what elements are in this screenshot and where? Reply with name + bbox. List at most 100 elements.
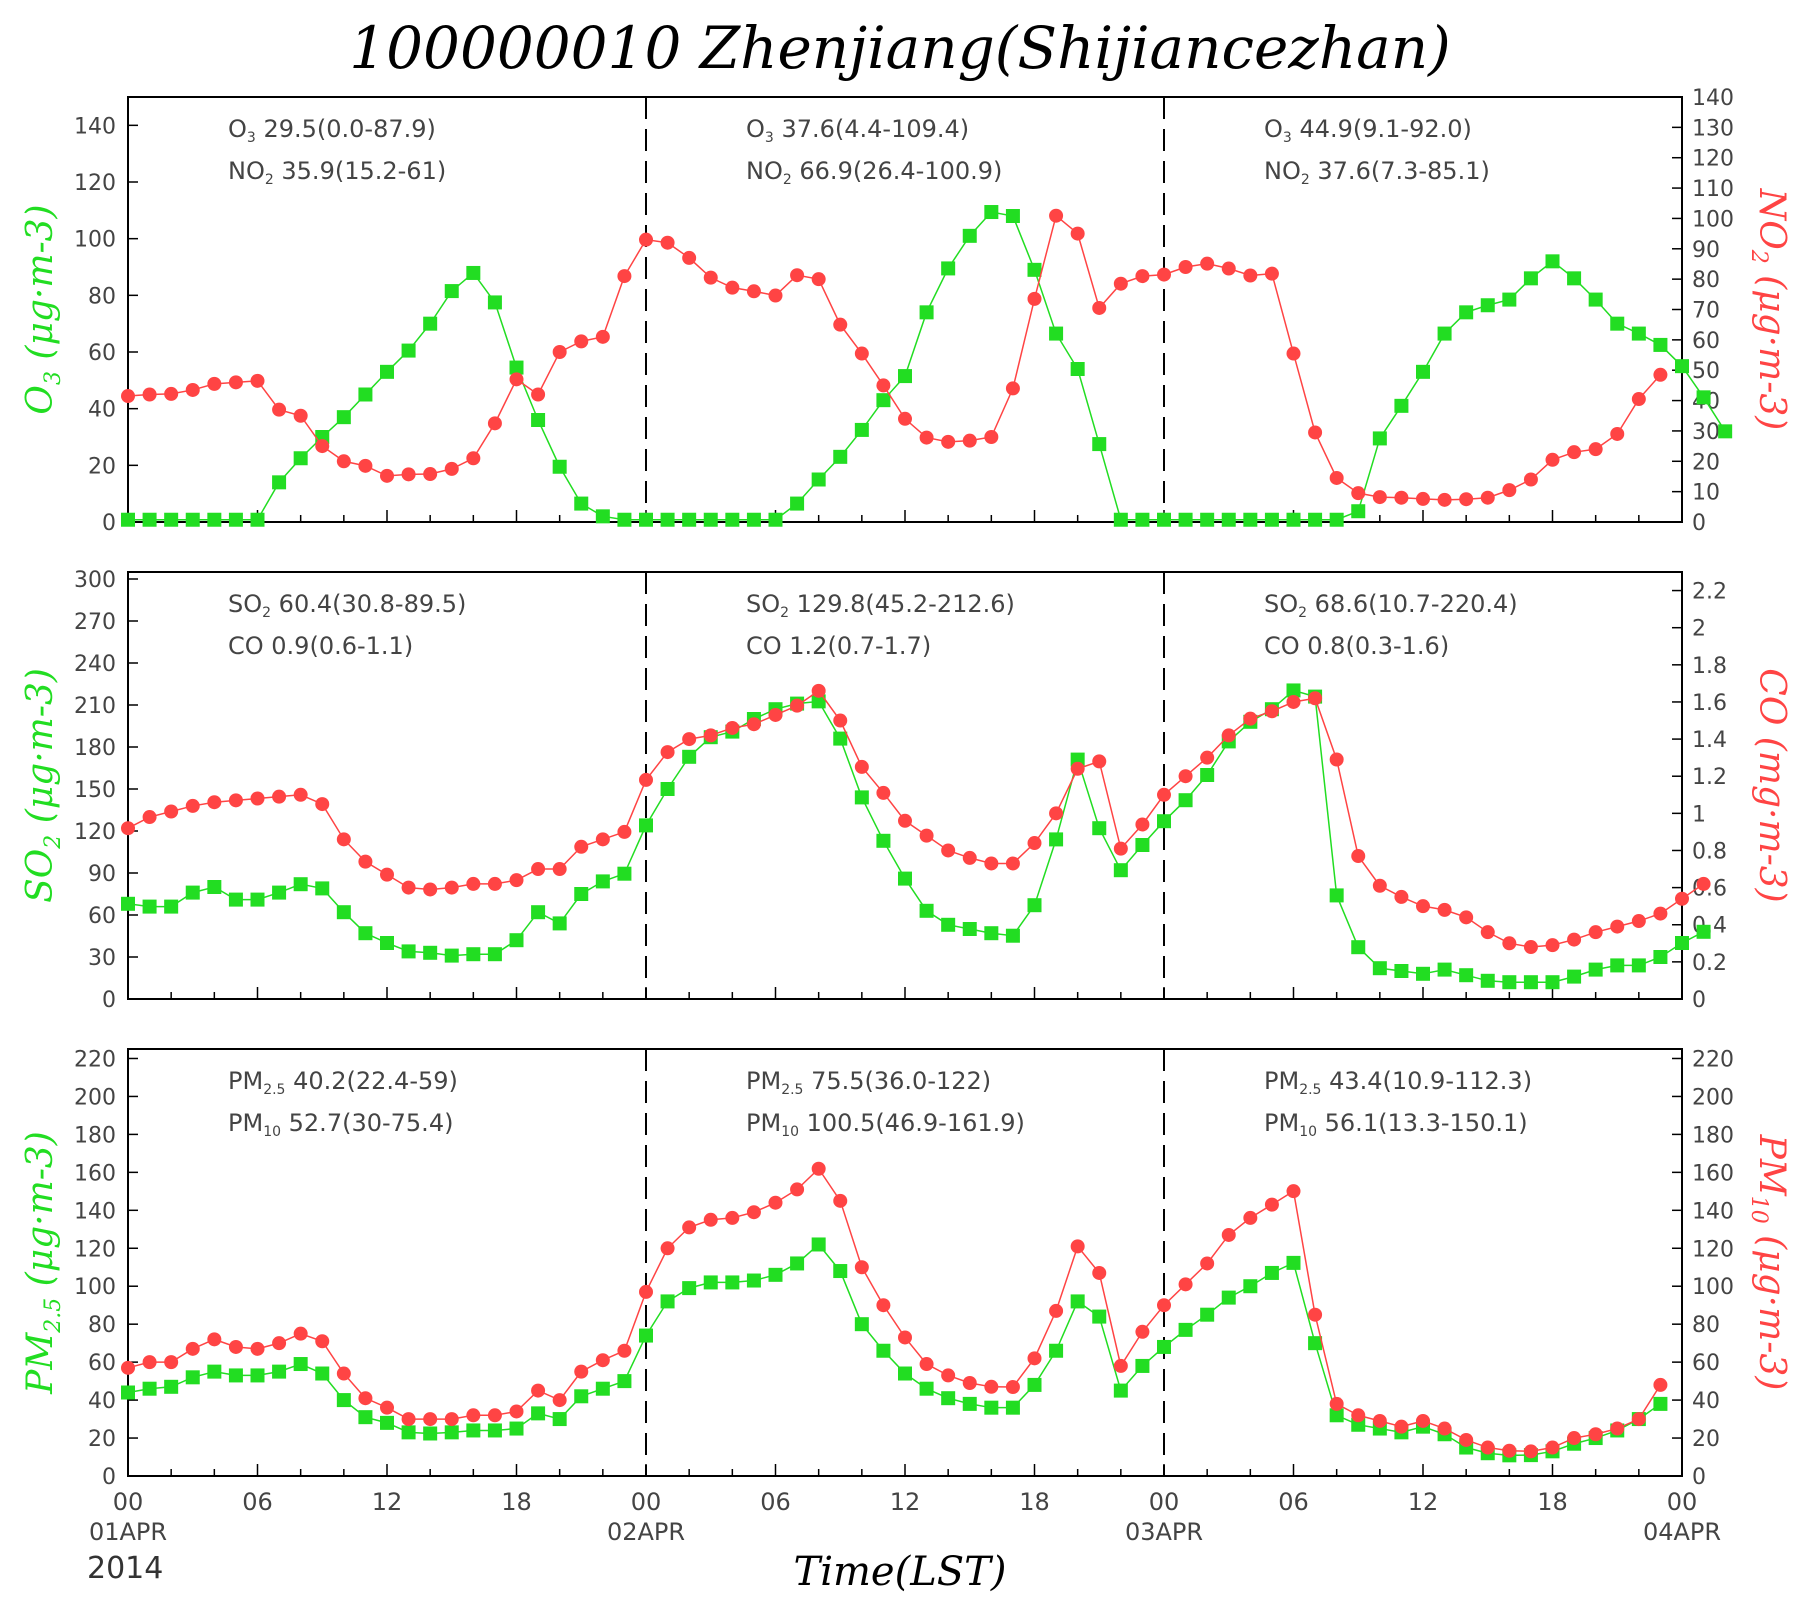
data-point-circle xyxy=(466,1408,481,1423)
data-point-circle xyxy=(466,451,481,466)
data-point-square xyxy=(1049,326,1064,341)
data-point-circle xyxy=(1027,836,1042,851)
data-point-square xyxy=(401,944,416,959)
data-point-circle xyxy=(1480,1440,1495,1455)
data-point-square xyxy=(121,896,135,911)
data-point-circle xyxy=(1049,208,1064,223)
data-point-circle xyxy=(509,873,524,888)
data-point-circle xyxy=(1200,750,1215,765)
data-point-circle xyxy=(487,416,502,431)
data-point-circle xyxy=(380,867,394,882)
data-point-circle xyxy=(358,458,373,473)
data-point-square xyxy=(358,1410,373,1425)
data-point-circle xyxy=(746,717,761,732)
data-point-square xyxy=(595,874,610,889)
data-point-square xyxy=(1372,961,1387,976)
chart-panel-2: 030609012015018021024027030000.20.40.60.… xyxy=(20,568,1792,1013)
data-point-circle xyxy=(1329,470,1344,485)
data-point-square xyxy=(1113,1383,1128,1398)
data-point-circle xyxy=(142,387,157,402)
data-point-square xyxy=(1351,504,1366,519)
data-point-circle xyxy=(1631,914,1646,929)
data-point-square xyxy=(639,818,653,833)
data-point-circle xyxy=(1351,1408,1366,1423)
data-point-circle xyxy=(790,268,805,283)
data-point-circle xyxy=(768,1195,783,1210)
data-point-square xyxy=(854,422,869,437)
series-line-o3 xyxy=(128,211,1726,521)
data-point-circle xyxy=(250,791,265,806)
data-point-square xyxy=(293,877,308,892)
stats-label: PM2.5 40.2(22.4-59) xyxy=(228,1067,458,1098)
left-axis-title: SO2 (μg·m-3) xyxy=(20,668,66,903)
data-point-circle xyxy=(876,378,891,393)
data-point-square xyxy=(228,1368,243,1383)
data-point-square xyxy=(1437,962,1452,977)
data-point-circle xyxy=(272,789,287,804)
data-point-square xyxy=(466,1423,481,1438)
data-point-square xyxy=(1113,863,1128,878)
data-point-circle xyxy=(185,382,200,397)
data-point-square xyxy=(1653,1396,1668,1411)
data-point-circle xyxy=(1437,902,1452,917)
data-point-circle xyxy=(423,882,438,897)
data-point-circle xyxy=(725,1210,740,1225)
data-point-circle xyxy=(941,434,956,449)
data-point-square xyxy=(1243,512,1258,527)
data-point-square xyxy=(703,1275,718,1290)
stats-label: PM10 52.7(30-75.4) xyxy=(228,1109,453,1140)
data-point-square xyxy=(919,305,934,320)
data-point-square xyxy=(1092,821,1107,836)
right-y-tick-label: 80 xyxy=(1692,268,1720,293)
left-y-tick-label: 100 xyxy=(74,228,116,253)
data-point-square xyxy=(876,393,891,408)
data-point-circle xyxy=(639,772,653,787)
data-point-circle xyxy=(595,832,610,847)
data-point-circle xyxy=(1243,1210,1258,1225)
right-y-tick-label: 2.2 xyxy=(1692,580,1727,605)
data-point-circle xyxy=(1157,1298,1171,1313)
data-point-square xyxy=(574,887,589,901)
data-point-circle xyxy=(250,1341,265,1356)
right-y-tick-label: 140 xyxy=(1692,86,1734,111)
stats-label: O3 37.6(4.4-109.4) xyxy=(746,115,969,146)
x-tick-label: 06 xyxy=(760,1488,791,1516)
data-point-square xyxy=(509,1421,524,1436)
data-point-circle xyxy=(121,1360,135,1375)
data-point-circle xyxy=(444,461,459,476)
data-point-circle xyxy=(444,1412,459,1427)
right-y-tick-label: 0 xyxy=(1692,988,1706,1013)
data-point-square xyxy=(1567,271,1582,286)
data-point-circle xyxy=(1588,925,1603,940)
data-point-square xyxy=(336,410,351,425)
data-point-square xyxy=(617,1374,632,1389)
data-point-square xyxy=(639,512,653,527)
data-point-circle xyxy=(531,387,546,402)
data-point-circle xyxy=(1545,938,1560,953)
data-point-circle xyxy=(164,804,179,819)
right-axis-title: PM10 (μg·m-3) xyxy=(1746,1134,1792,1391)
data-point-square xyxy=(1070,1294,1085,1309)
data-point-square xyxy=(487,295,502,310)
data-point-circle xyxy=(1027,291,1042,306)
right-y-tick-label: 1.8 xyxy=(1692,654,1727,679)
data-point-circle xyxy=(509,372,524,387)
x-tick-label: 06 xyxy=(242,1488,273,1516)
data-point-circle xyxy=(552,1393,567,1408)
data-point-square xyxy=(1372,431,1387,446)
left-y-tick-label: 300 xyxy=(74,568,116,593)
data-point-square xyxy=(962,922,977,936)
left-y-tick-label: 120 xyxy=(74,820,116,845)
left-y-tick-label: 60 xyxy=(88,1351,116,1376)
series-line-co xyxy=(127,689,1705,948)
data-point-circle xyxy=(1135,269,1150,284)
data-point-circle xyxy=(1394,490,1409,505)
data-point-square xyxy=(639,1328,653,1343)
x-axis-title: Time(LST) xyxy=(794,1549,1007,1595)
data-point-square xyxy=(984,1400,999,1415)
data-point-circle xyxy=(1221,1227,1236,1242)
chart-panel-3: 0 20 40 60 80 100 120 140 160 180 200 220 0 20 40 60 80 1… xyxy=(20,1047,1792,1490)
left-y-tick-label: 40 xyxy=(88,398,116,423)
right-y-tick-label: 10 xyxy=(1692,481,1720,506)
left-y-tick-label: 90 xyxy=(88,862,116,887)
